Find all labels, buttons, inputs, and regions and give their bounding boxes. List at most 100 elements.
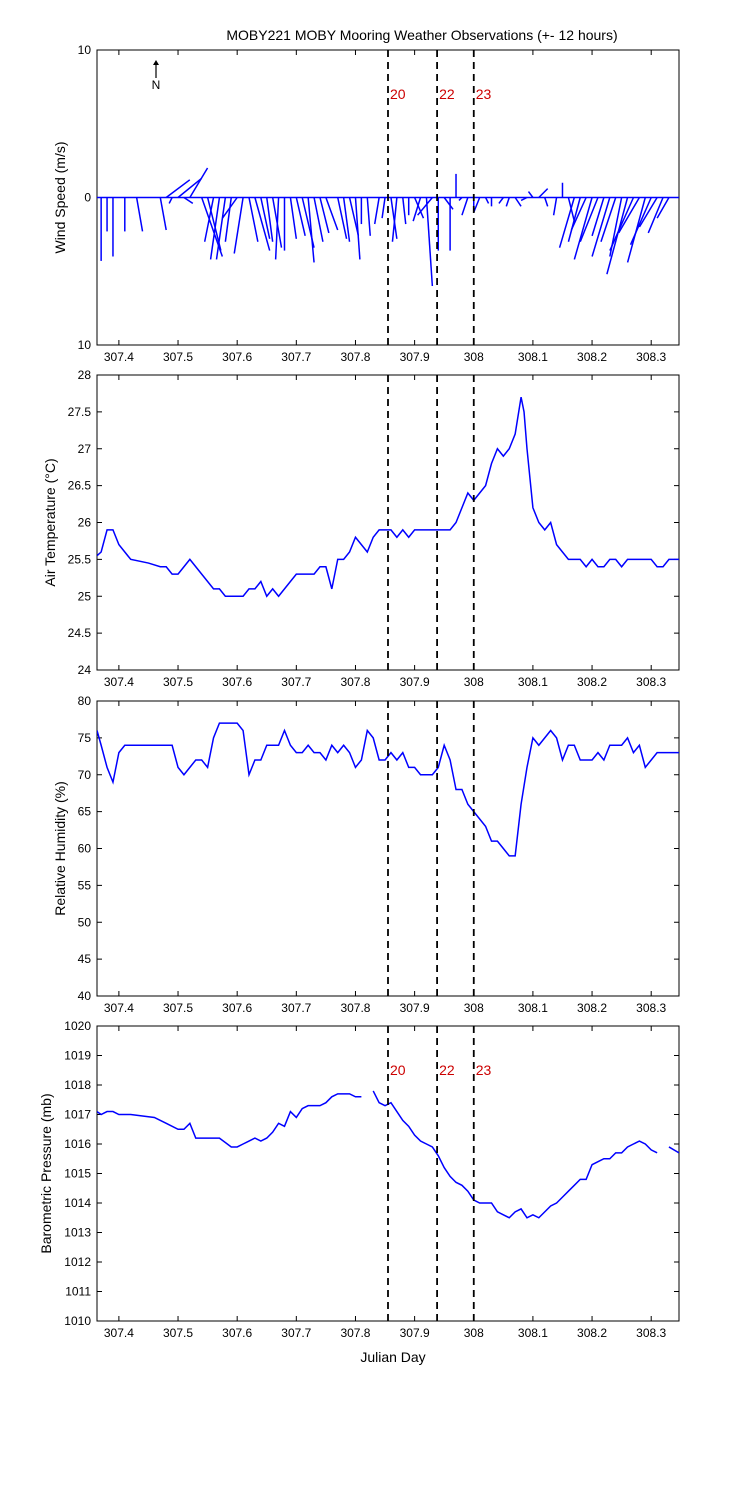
- wind-stick: [591, 197, 605, 237]
- data-layer: [97, 167, 679, 287]
- wind-stick: [325, 197, 339, 231]
- y-axis-label: Air Temperature (°C): [42, 458, 58, 586]
- wind-stick: [544, 197, 549, 207]
- x-tick-label: 307.4: [104, 675, 134, 689]
- event-marker-label: 22: [439, 1062, 455, 1078]
- wind-stick: [373, 197, 380, 225]
- x-tick-label: 307.5: [163, 1001, 193, 1015]
- wind-stick: [609, 197, 635, 251]
- y-tick-label: 75: [78, 731, 92, 745]
- x-tick-label: 308.2: [577, 1001, 607, 1015]
- wind-stick: [391, 197, 398, 242]
- x-tick-label: 307.7: [281, 675, 311, 689]
- data-line: [372, 1090, 658, 1219]
- x-tick-label: 308.2: [577, 350, 607, 364]
- y-tick-label: 45: [78, 952, 92, 966]
- y-tick-label: 60: [78, 842, 92, 856]
- x-tick-label: 308.1: [518, 350, 548, 364]
- wind-stick: [458, 196, 463, 201]
- x-tick-label: 307.6: [222, 1001, 252, 1015]
- x-tick-label: 308.2: [577, 675, 607, 689]
- wind-stick: [289, 197, 298, 239]
- x-tick-label: 307.6: [222, 1326, 252, 1340]
- y-tick-label: 24: [78, 663, 92, 677]
- y-tick-label: 27.5: [68, 405, 92, 419]
- wind-stick: [168, 197, 173, 204]
- wind-stick: [498, 197, 504, 204]
- x-tick-label: 307.9: [400, 1001, 430, 1015]
- y-tick-label: 55: [78, 878, 92, 892]
- wind-stick: [224, 197, 233, 242]
- y-tick-label: 26: [78, 516, 92, 530]
- wind-stick: [183, 196, 194, 205]
- north-arrow-head-icon: [153, 60, 159, 65]
- y-tick-label: 0: [84, 191, 91, 205]
- wind-stick: [647, 197, 664, 234]
- event-marker-label: 23: [476, 86, 492, 102]
- y-tick-label: 1013: [64, 1226, 91, 1240]
- wind-stick: [618, 197, 641, 234]
- wind-stick: [189, 167, 209, 198]
- wind-stick: [629, 197, 652, 246]
- wind-stick: [417, 197, 433, 216]
- wind-stick: [505, 197, 510, 207]
- y-tick-label: 40: [78, 989, 92, 1003]
- x-tick-label: 307.6: [222, 350, 252, 364]
- y-tick-label: 1018: [64, 1078, 91, 1092]
- wind-stick: [579, 197, 599, 243]
- y-tick-label: 1016: [64, 1137, 91, 1151]
- x-tick-label: 308.1: [518, 1326, 548, 1340]
- y-tick-label: 70: [78, 768, 92, 782]
- y-tick-label: 1012: [64, 1255, 91, 1269]
- wind-stick: [307, 197, 315, 263]
- wind-stick: [600, 197, 617, 242]
- data-line: [97, 1093, 362, 1148]
- wind-stick: [260, 197, 271, 239]
- wind-stick: [233, 197, 244, 254]
- wind-stick: [638, 197, 658, 228]
- y-tick-label: 50: [78, 915, 92, 929]
- y-tick-label: 1011: [65, 1285, 91, 1299]
- x-tick-label: 307.7: [281, 1001, 311, 1015]
- wind-stick: [209, 197, 221, 260]
- x-tick-label: 307.6: [222, 675, 252, 689]
- wind-stick: [336, 197, 348, 239]
- event-marker-label: 20: [390, 86, 406, 102]
- data-layer: [97, 1090, 679, 1219]
- wind-stick: [295, 197, 306, 237]
- wind-stick: [215, 197, 227, 260]
- x-tick-label: 307.7: [281, 1326, 311, 1340]
- event-marker-label: 23: [476, 1062, 492, 1078]
- x-tick-label: 308.3: [636, 350, 666, 364]
- x-tick-label: 307.9: [400, 350, 430, 364]
- x-tick-label: 307.5: [163, 350, 193, 364]
- wind-stick: [348, 197, 360, 237]
- y-tick-label: 1015: [64, 1167, 91, 1181]
- y-tick-label: 24.5: [68, 626, 92, 640]
- y-axis-label: Barometric Pressure (mb): [38, 1093, 54, 1253]
- x-tick-label: 307.8: [340, 1326, 370, 1340]
- wind-stick: [413, 197, 425, 219]
- wind-stick: [402, 197, 407, 225]
- data-layer: [97, 722, 679, 857]
- data-layer: [97, 396, 679, 598]
- y-tick-label: 25.5: [68, 552, 92, 566]
- wind-stick: [558, 197, 576, 248]
- x-tick-label: 308: [464, 1001, 484, 1015]
- wind-stick: [319, 197, 330, 234]
- wind-stick: [514, 197, 522, 207]
- y-axis-label: Wind Speed (m/s): [52, 141, 68, 253]
- wind-stick: [274, 197, 280, 260]
- panels: 307.4 307.5 307.6 307.7 307.8 307.9 308 308.1 30…: [38, 43, 680, 1340]
- x-tick-label: 307.8: [340, 675, 370, 689]
- y-tick-label: 1017: [64, 1108, 91, 1122]
- wind-stick: [567, 197, 581, 242]
- x-tick-label: 307.9: [400, 675, 430, 689]
- wind-stick: [342, 197, 351, 242]
- data-line: [97, 396, 679, 598]
- wind-stick: [461, 197, 469, 216]
- wind-stick: [473, 197, 481, 213]
- y-tick-label: 10: [78, 338, 92, 352]
- y-tick-label: 1019: [64, 1049, 91, 1063]
